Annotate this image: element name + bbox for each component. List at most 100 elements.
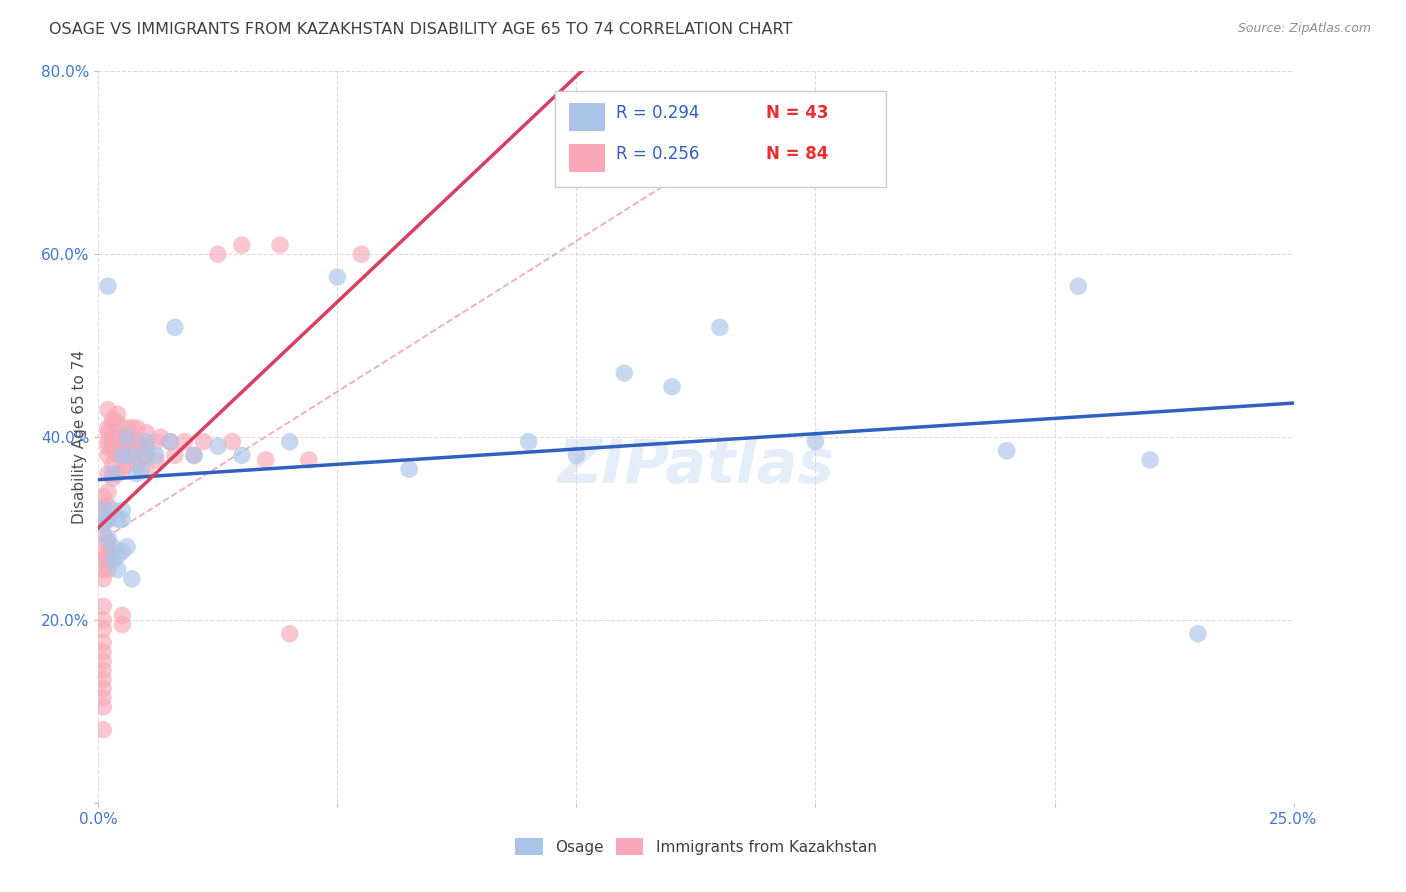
Point [131,439,153,453]
Point [111,439,134,453]
Point [298,453,321,467]
Point [97,553,120,567]
Point [163,448,186,462]
Point [1187,626,1209,640]
Point [91,544,114,558]
Point [207,439,229,453]
Point [115,421,138,435]
Point [111,503,134,517]
Point [350,247,373,261]
Point [91,508,114,522]
Point [91,723,114,737]
Point [107,549,129,563]
Point [131,462,153,476]
Point [278,434,301,449]
Point [121,448,143,462]
Point [115,458,138,472]
Point [91,516,114,531]
Point [804,434,827,449]
Point [97,402,120,417]
Point [125,458,148,472]
Point [183,448,205,462]
Point [131,448,153,462]
Point [173,434,195,449]
Point [91,599,114,614]
Point [91,526,114,541]
Point [159,434,181,449]
Point [97,467,120,481]
Point [111,448,134,462]
Point [115,430,138,444]
Text: OSAGE VS IMMIGRANTS FROM KAZAKHSTAN DISABILITY AGE 65 TO 74 CORRELATION CHART: OSAGE VS IMMIGRANTS FROM KAZAKHSTAN DISA… [49,22,793,37]
Point [97,279,120,293]
Point [91,673,114,687]
Point [517,434,540,449]
Point [91,654,114,668]
Point [111,462,134,476]
Point [107,417,129,431]
Point [97,535,120,549]
Point [115,434,138,449]
Point [91,645,114,659]
Point [91,622,114,636]
Point [91,690,114,705]
Point [111,544,134,558]
Point [193,434,215,449]
Point [565,448,588,462]
Point [97,448,120,462]
Point [121,434,143,449]
Point [101,467,124,481]
Point [97,499,120,513]
Point [97,421,120,435]
Point [107,467,129,481]
Point [121,448,143,462]
Point [135,434,157,449]
Text: N = 43: N = 43 [766,104,828,122]
Point [995,443,1018,458]
Point [115,540,138,554]
Point [97,512,120,526]
Point [231,448,253,462]
Point [111,430,134,444]
Point [91,503,114,517]
Point [101,443,124,458]
Point [135,425,157,440]
Point [111,512,134,526]
Point [145,434,167,449]
Point [149,430,172,444]
Point [101,412,124,426]
Point [121,421,143,435]
Point [107,407,129,421]
Point [91,499,114,513]
Y-axis label: Disability Age 65 to 74: Disability Age 65 to 74 [72,350,87,524]
Point [125,434,148,449]
Point [135,462,157,476]
Point [101,540,124,554]
Point [269,238,291,252]
Point [91,681,114,696]
Point [101,439,124,453]
Point [101,553,124,567]
Point [111,448,134,462]
Point [97,531,120,545]
Point [1067,279,1090,293]
Point [107,512,129,526]
Point [1139,453,1161,467]
Point [91,636,114,650]
Point [101,503,124,517]
Point [101,417,124,431]
Point [221,434,243,449]
Point [145,453,167,467]
Point [97,549,120,563]
Point [111,608,134,623]
Legend: Osage, Immigrants from Kazakhstan: Osage, Immigrants from Kazakhstan [509,832,883,861]
Point [163,320,186,334]
Point [135,448,157,462]
Point [107,448,129,462]
Point [613,366,636,380]
Point [91,699,114,714]
Point [231,238,253,252]
Point [254,453,277,467]
Point [97,439,120,453]
Point [101,458,124,472]
